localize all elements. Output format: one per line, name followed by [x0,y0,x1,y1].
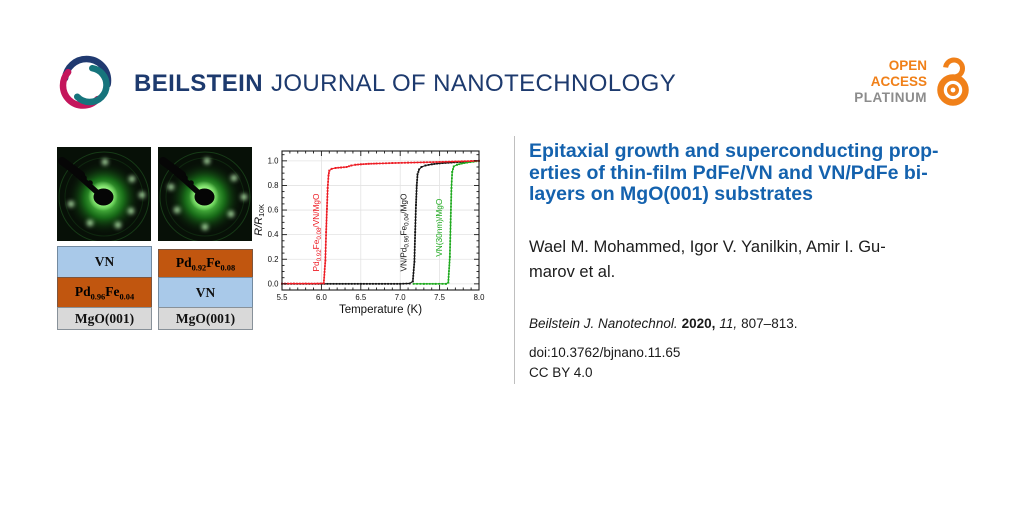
svg-text:5.5: 5.5 [277,293,289,302]
svg-text:7.5: 7.5 [434,293,446,302]
layer-mgo-substrate: MgO(001) [158,307,253,330]
svg-text:R/R10K: R/R10K [253,204,266,236]
citation-journal: Beilstein J. Nanotechnol. [529,315,678,331]
layer-label: Pd0.92Fe0.08 [175,254,236,273]
open-access-badge: OPEN ACCESS PLATINUM [854,55,972,109]
layer-mgo-substrate: MgO(001) [57,307,152,330]
layer-label: MgO(001) [74,310,135,326]
oa-open-label: OPEN [888,58,927,73]
svg-text:6.5: 6.5 [355,293,367,302]
layer-label: VN [94,254,115,269]
article-title-link[interactable]: Epitaxial growth and superconducting pro… [529,140,939,205]
layer-stack-pdfe-on-vn: Pd0.92Fe0.08 VN MgO(001) [158,249,253,330]
svg-text:VN/Pd0.96Fe0.04/MgO: VN/Pd0.96Fe0.04/MgO [399,193,411,272]
article-authors: Wael M. Mohammed, Igor V. Yanilkin, Amir… [529,237,886,281]
oa-access-label: ACCESS [870,74,927,89]
svg-text:7.0: 7.0 [395,293,407,302]
svg-text:0.4: 0.4 [268,230,280,239]
svg-text:8.0: 8.0 [474,293,486,302]
svg-text:0.0: 0.0 [268,279,280,288]
layer-label: Pd0.96Fe0.04 [74,283,135,302]
resistance-temperature-chart: VN/Pd0.96Fe0.04/MgO VN(30nm)/MgO Pd0.92Fe0… [253,150,486,316]
layer-vn: VN [57,246,152,278]
layer-pdfe: Pd0.92Fe0.08 [158,249,253,278]
citation-volume: 11, [719,315,738,331]
svg-text:6.0: 6.0 [316,293,328,302]
citation-pages: 807–813. [741,315,798,331]
layer-pdfe: Pd0.96Fe0.04 [57,277,152,308]
brand-journal-name: JOURNAL OF NANOTECHNOLOGY [270,70,677,97]
svg-text:Pd0.92Fe0.08/VN/MgO: Pd0.92Fe0.08/VN/MgO [311,193,323,272]
vertical-divider [514,136,515,384]
journal-brand: BEILSTEIN JOURNAL OF NANOTECHNOLOGY [134,49,676,119]
open-access-lock-icon [937,57,969,106]
rheed-pattern-image-1 [57,147,151,241]
article-citation: Beilstein J. Nanotechnol. 2020, 11, 807–813… [529,316,991,331]
article-license: CC BY 4.0 [529,364,593,380]
oa-platinum-label: PLATINUM [854,90,927,105]
layer-stack-vn-on-pdfe: VN Pd0.96Fe0.04 MgO(001) [57,246,152,330]
brand-beilstein: BEILSTEIN [134,70,263,97]
svg-text:Temperature (K): Temperature (K) [339,304,422,316]
beilstein-logo-icon [59,55,112,109]
layer-label: MgO(001) [175,310,236,326]
svg-text:0.6: 0.6 [268,206,279,215]
layer-vn: VN [158,277,253,308]
layer-label: VN [195,284,216,300]
rheed-pattern-image-2 [158,147,252,241]
svg-text:0.8: 0.8 [268,181,279,190]
svg-text:VN(30nm)/MgO: VN(30nm)/MgO [434,198,444,257]
citation-year: 2020, [681,315,716,331]
svg-text:1.0: 1.0 [268,156,280,165]
svg-text:0.2: 0.2 [268,255,279,264]
article-doi: doi:10.3762/bjnano.11.65 [529,344,681,360]
article-info: Epitaxial growth and superconducting pro… [529,140,991,380]
